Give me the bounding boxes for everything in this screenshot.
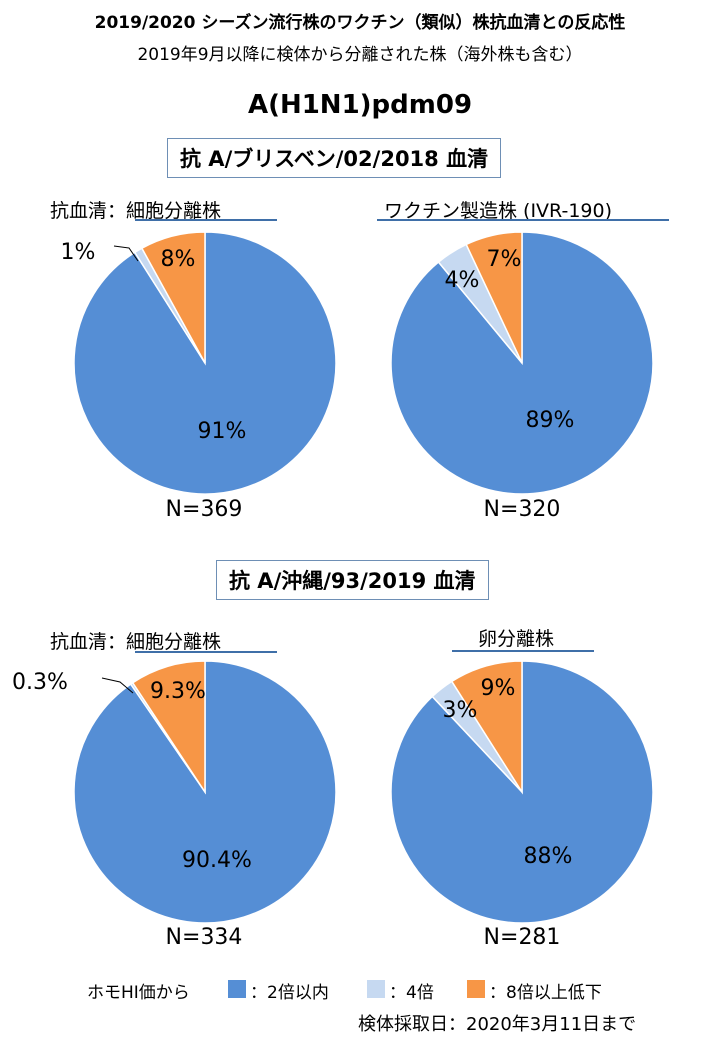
legend-swatch-within2 [228, 980, 246, 998]
pie-2-slice-8fold [465, 231, 523, 364]
pie-3-label-8fold: 9.3% [150, 679, 206, 704]
pie-2-label-4fold: 4% [445, 268, 480, 293]
pie-4-label-within2: 88% [524, 844, 573, 869]
pie-1-slice-within2 [73, 231, 337, 495]
pie-1-label-within2: 91% [198, 419, 247, 444]
collection-date-note: 検体採取日：2020年3月11日まで [358, 1014, 637, 1035]
pie-3-title-underline [135, 651, 277, 653]
pie-1-n: N=369 [165, 497, 243, 522]
pie-2-title: ワクチン製造株 (IVR-190) [384, 200, 613, 222]
pie-1-slice-8fold [140, 231, 206, 364]
legend-swatch-4fold [367, 980, 385, 998]
pie-4-label-8fold: 9% [481, 676, 516, 701]
legend-label-4fold: ：4倍 [389, 983, 434, 1003]
pie-4-slice-8fold [450, 660, 523, 795]
pie-2-label-8fold: 7% [487, 247, 522, 272]
pie-3-callout-line [101, 677, 134, 694]
pie-2-title-underline [377, 219, 669, 221]
pie-3-n: N=334 [165, 925, 243, 950]
pie-2-n: N=320 [483, 497, 561, 522]
pie-1-callout-line [113, 245, 139, 262]
section-header-okinawa: 抗 A/沖縄/93/2019 血清 [216, 560, 489, 600]
pie-3-title: 抗血清：細胞分離株 [50, 631, 222, 653]
pie-4-label-4fold: 3% [443, 698, 478, 723]
pie-1-label-8fold: 8% [161, 247, 196, 272]
chart-subtitle: 2019年9月以降に検体から分離された株（海外株も含む） [137, 45, 583, 65]
section-header-brisbane: 抗 A/ブリスベン/02/2018 血清 [167, 138, 502, 178]
pie-3-label-within2: 90.4% [182, 848, 252, 873]
pie-4-title: 卵分離株 [478, 628, 555, 650]
legend-swatch-8fold [467, 980, 485, 998]
pie-1-title-underline [135, 219, 277, 221]
pie-1-title: 抗血清：細胞分離株 [50, 200, 222, 222]
pie-1-label-4fold: 1% [61, 240, 96, 265]
legend-label-8fold: ：8倍以上低下 [489, 983, 602, 1003]
pie-3-label-4fold: 0.3% [12, 670, 68, 695]
chart-title: 2019/2020 シーズン流行株のワクチン（類似）株抗血清との反応性 [94, 13, 626, 33]
pie-3-slice-8fold [131, 660, 206, 795]
legend-label-within2: ：2倍以内 [250, 983, 329, 1003]
pie-4-title-underline [452, 650, 594, 652]
virus-subtype: A(H1N1)pdm09 [247, 90, 473, 120]
pie-2-label-within2: 89% [526, 408, 575, 433]
pie-4-n: N=281 [483, 925, 561, 950]
legend-prefix: ホモHI価から [87, 983, 190, 1003]
